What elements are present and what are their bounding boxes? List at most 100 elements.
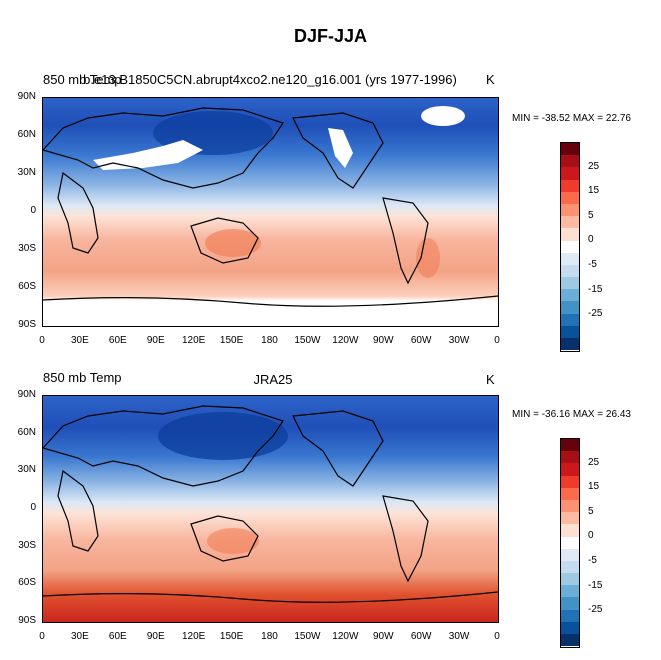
- colorbar-swatch: [561, 487, 579, 500]
- colorbar-swatch: [561, 143, 579, 156]
- colorbar-swatch: [561, 325, 579, 338]
- x-tick-label: 0: [494, 631, 500, 642]
- colorbar-label: 0: [588, 234, 594, 245]
- x-tick-label: 30E: [71, 631, 89, 642]
- y-tick-label: 90N: [17, 91, 36, 102]
- colorbar-label: 25: [588, 161, 600, 172]
- x-tick-label: 90E: [146, 335, 165, 346]
- colorbar-swatch: [561, 548, 579, 561]
- panel-2-cold-core-asia: [158, 412, 288, 460]
- x-tick-label: 60E: [108, 335, 127, 346]
- colorbar-label: 5: [588, 506, 594, 517]
- colorbar-label: -15: [588, 580, 603, 591]
- panel-2-warm-australia: [207, 528, 259, 554]
- colorbar-label: -25: [588, 604, 603, 615]
- colorbar-swatch: [561, 621, 579, 634]
- colorbar-label: 0: [588, 530, 594, 541]
- colorbar-label: 25: [588, 457, 600, 468]
- x-tick-label: 120E: [181, 631, 206, 642]
- x-tick-label: 180: [261, 631, 278, 642]
- x-tick-label: 150E: [219, 631, 244, 642]
- y-tick-label: 90S: [18, 319, 36, 330]
- y-tick-label: 60N: [17, 129, 36, 140]
- colorbar-swatch: [561, 240, 579, 253]
- x-tick-label: 90W: [372, 631, 394, 642]
- x-tick-label: 30W: [448, 335, 470, 346]
- panel-1-colorbar: [560, 142, 580, 352]
- colorbar-swatch: [561, 155, 579, 168]
- x-tick-label: 90E: [146, 631, 165, 642]
- panel-1-min-max: MIN = -38.52 MAX = 22.76: [512, 113, 631, 124]
- colorbar-swatch: [561, 634, 579, 647]
- colorbar-swatch: [561, 512, 579, 525]
- panel-1-missing-greenland: [421, 106, 465, 126]
- colorbar-swatch: [561, 167, 579, 180]
- y-tick-label: 0: [30, 502, 36, 513]
- colorbar-label: -15: [588, 284, 603, 295]
- y-tick-label: 90S: [18, 615, 36, 626]
- panel-1-map: [42, 97, 499, 327]
- colorbar-label: 15: [588, 481, 600, 492]
- panel-2-variable-title: 850 mb Temp: [43, 370, 122, 385]
- colorbar-swatch: [561, 313, 579, 326]
- x-tick-label: 0: [39, 631, 45, 642]
- colorbar-swatch: [561, 289, 579, 302]
- y-tick-label: 60S: [18, 281, 36, 292]
- colorbar-swatch: [561, 203, 579, 217]
- panel-2-colorbar: [560, 438, 580, 648]
- colorbar-swatch: [561, 252, 579, 265]
- colorbar-swatch: [561, 439, 579, 452]
- panel-2-map-canvas: [43, 396, 498, 622]
- panel-1-warm-south-america: [416, 238, 440, 278]
- panel-1-units: K: [486, 72, 495, 87]
- x-tick-label: 30E: [71, 335, 89, 346]
- x-tick-label: 150W: [294, 335, 321, 346]
- x-tick-label: 120W: [332, 335, 359, 346]
- colorbar-swatch: [561, 216, 579, 229]
- colorbar-label: -5: [588, 555, 597, 566]
- y-tick-label: 0: [30, 205, 36, 216]
- colorbar-swatch: [561, 463, 579, 476]
- colorbar-label: -5: [588, 259, 597, 270]
- x-tick-label: 150W: [294, 631, 321, 642]
- colorbar-swatch: [561, 573, 579, 586]
- panel-1-missing-himalaya: [93, 140, 203, 170]
- colorbar-swatch: [561, 301, 579, 314]
- colorbar-label: 15: [588, 185, 600, 196]
- colorbar-swatch: [561, 277, 579, 290]
- y-tick-label: 30S: [18, 243, 36, 254]
- colorbar-swatch: [561, 609, 579, 622]
- panel-2-case-title: JRA25: [253, 372, 293, 387]
- x-tick-label: 120W: [332, 631, 359, 642]
- x-tick-label: 180: [261, 335, 278, 346]
- colorbar-swatch: [561, 338, 579, 351]
- x-tick-label: 60E: [108, 631, 127, 642]
- x-tick-label: 150E: [219, 335, 244, 346]
- x-tick-label: 0: [39, 335, 45, 346]
- colorbar-swatch: [561, 499, 579, 513]
- colorbar-swatch: [561, 560, 579, 574]
- y-tick-label: 30S: [18, 539, 36, 551]
- colorbar-swatch: [561, 451, 579, 464]
- colorbar-swatch: [561, 597, 579, 610]
- y-tick-label: 60S: [18, 577, 36, 589]
- panel-1-map-canvas: [43, 98, 498, 326]
- panel-2-coastlines: [43, 405, 498, 603]
- colorbar-swatch: [561, 524, 579, 537]
- colorbar-swatch: [561, 228, 579, 241]
- y-tick-label: 60N: [17, 426, 36, 438]
- x-tick-label: 60W: [410, 631, 432, 642]
- x-tick-label: 90W: [372, 335, 394, 346]
- panel-1-case-title: b.e13.B1850C5CN.abrupt4xco2.ne120_g16.00…: [83, 72, 457, 87]
- panel-1-coastlines: [43, 107, 498, 307]
- panel-2-map: [42, 395, 499, 623]
- colorbar-label: -25: [588, 308, 603, 319]
- figure-title: DJF-JJA: [293, 26, 368, 46]
- x-tick-label: 60W: [410, 335, 432, 346]
- panel-2-units: K: [486, 372, 495, 387]
- colorbar-swatch: [561, 179, 579, 192]
- y-tick-label: 90N: [17, 389, 36, 400]
- y-tick-label: 30N: [17, 464, 36, 476]
- colorbar-swatch: [561, 264, 579, 278]
- panel-1-variable-title: 850 mb Temp: [43, 72, 122, 87]
